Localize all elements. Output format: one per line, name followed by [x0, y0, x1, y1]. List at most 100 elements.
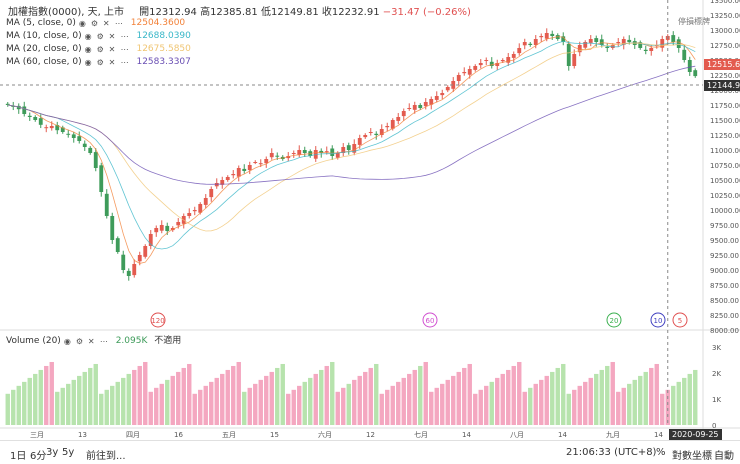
low-value: 12149.81 — [270, 7, 319, 18]
eye-icon[interactable]: ◉ — [63, 337, 71, 346]
volume-bar — [665, 389, 670, 425]
gear-icon[interactable]: ⚙ — [96, 32, 104, 41]
close-icon[interactable]: ✕ — [87, 337, 95, 346]
range-6m[interactable]: 6分 — [30, 451, 47, 462]
price-tick-label: 10000.00 — [710, 207, 740, 215]
eye-icon[interactable]: ◉ — [84, 32, 92, 41]
close-icon[interactable]: ✕ — [108, 58, 116, 67]
more-icon[interactable]: ⋯ — [120, 32, 129, 41]
percent-toggle[interactable]: % — [656, 447, 666, 458]
candle-body — [258, 163, 263, 165]
more-icon[interactable]: ⋯ — [120, 58, 129, 67]
candle-body — [363, 135, 368, 138]
candle-body — [242, 168, 247, 171]
auto-toggle[interactable]: 自動 — [714, 451, 734, 462]
candle-body — [440, 93, 445, 96]
candle-body — [324, 151, 329, 153]
candle-body — [110, 216, 115, 240]
log-toggle[interactable]: 對數坐標 — [672, 451, 712, 462]
candle-body — [434, 96, 439, 100]
eye-icon[interactable]: ◉ — [78, 19, 86, 28]
candle-body — [467, 69, 472, 75]
range-5y[interactable]: 5y — [62, 447, 75, 458]
ma-legend-60[interactable]: MA (60, close, 0) ◉ ⚙ ✕ ⋯ 12583.3307 — [6, 57, 191, 67]
close-icon[interactable]: ✕ — [108, 45, 116, 54]
gear-icon[interactable]: ⚙ — [90, 19, 99, 28]
candlestick-chart[interactable]: 8000.00 8250.00 8500.00 8750.00 9000.00 9250.… — [0, 0, 740, 440]
volume-bar — [412, 369, 417, 425]
volume-bar — [137, 365, 142, 425]
ma-value-5: 12504.3600 — [130, 18, 186, 28]
volume-tick-label: 0 — [712, 422, 716, 430]
range-1d[interactable]: 1日 — [10, 451, 27, 462]
volume-bar — [627, 383, 632, 425]
volume-bar — [231, 365, 236, 425]
volume-bar — [126, 373, 131, 425]
volume-bar — [676, 381, 681, 425]
gear-icon[interactable]: ⚙ — [75, 337, 83, 346]
candle-body — [154, 228, 159, 233]
price-tick-label: 9250.00 — [710, 252, 739, 260]
ma-value-60: 12583.3307 — [136, 57, 191, 67]
ma-legend-20[interactable]: MA (20, close, 0) ◉ ⚙ ✕ ⋯ 12675.5850 — [6, 44, 191, 54]
crosshair-price-tag: 12144.95 — [704, 80, 740, 91]
eye-icon[interactable]: ◉ — [84, 58, 92, 67]
candle-body — [407, 108, 412, 109]
more-icon[interactable]: ⋯ — [99, 337, 108, 346]
candle-body — [60, 127, 65, 132]
candle-body — [616, 42, 621, 44]
more-icon[interactable]: ⋯ — [114, 19, 123, 28]
more-icon[interactable]: ⋯ — [120, 45, 129, 54]
volume-bar — [159, 383, 164, 425]
candle-body — [253, 162, 258, 163]
candle-body — [660, 39, 665, 48]
volume-bar — [605, 365, 610, 425]
volume-bar — [693, 369, 698, 425]
symbol-title[interactable]: 加權指數(0000), 天, 上市 — [8, 7, 124, 18]
eye-icon[interactable]: ◉ — [84, 45, 92, 54]
gear-icon[interactable]: ⚙ — [96, 58, 104, 67]
volume-bar — [462, 367, 467, 425]
stop-loss-label[interactable]: 停損標牌 — [678, 17, 710, 26]
gear-icon[interactable]: ⚙ — [96, 45, 104, 54]
candle-body — [539, 36, 544, 38]
candle-body — [643, 49, 648, 51]
volume-bar — [456, 371, 461, 425]
ma-legend-5[interactable]: MA (5, close, 0) ◉ ⚙ ✕ ⋯ 12504.3600 — [6, 18, 186, 28]
volume-bar — [500, 373, 505, 425]
candle-body — [77, 136, 82, 141]
volume-bar — [99, 393, 104, 425]
volume-note: 不適用 — [154, 336, 182, 346]
candle-body — [88, 147, 93, 153]
price-tick-label: 8500.00 — [710, 297, 739, 305]
x-tick-label: 14 — [654, 431, 663, 439]
candle-body — [462, 72, 467, 74]
goto-button[interactable]: 前往到... — [86, 451, 126, 462]
x-tick-label: 15 — [270, 431, 279, 439]
range-3y[interactable]: 3y — [46, 447, 59, 458]
candle-body — [357, 138, 362, 145]
candle-body — [478, 63, 483, 66]
volume-bar — [187, 363, 192, 425]
candle-body — [335, 153, 340, 158]
ma-legend-10[interactable]: MA (10, close, 0) ◉ ⚙ ✕ ⋯ 12688.0390 — [6, 31, 191, 41]
volume-bar — [297, 385, 302, 425]
candle-body — [93, 152, 98, 168]
ma-line-20 — [7, 42, 696, 232]
close-icon[interactable]: ✕ — [108, 32, 116, 41]
volume-bar — [269, 371, 274, 425]
x-tick-label: 四月 — [126, 431, 140, 439]
volume-bar — [280, 363, 285, 425]
candle-body — [225, 177, 230, 180]
volume-legend[interactable]: Volume (20) ◉ ⚙ ✕ ⋯ 2.095K 不適用 — [6, 336, 182, 346]
volume-bar — [247, 387, 252, 425]
volume-bar — [599, 369, 604, 425]
close-icon[interactable]: ✕ — [102, 19, 110, 28]
candle-body — [236, 168, 241, 177]
volume-bar — [643, 371, 648, 425]
volume-bar — [242, 391, 247, 425]
volume-value: 2.095K — [115, 336, 148, 346]
open-value: 12312.94 — [149, 7, 197, 18]
candle-body — [159, 225, 164, 231]
volume-bar — [225, 369, 230, 425]
